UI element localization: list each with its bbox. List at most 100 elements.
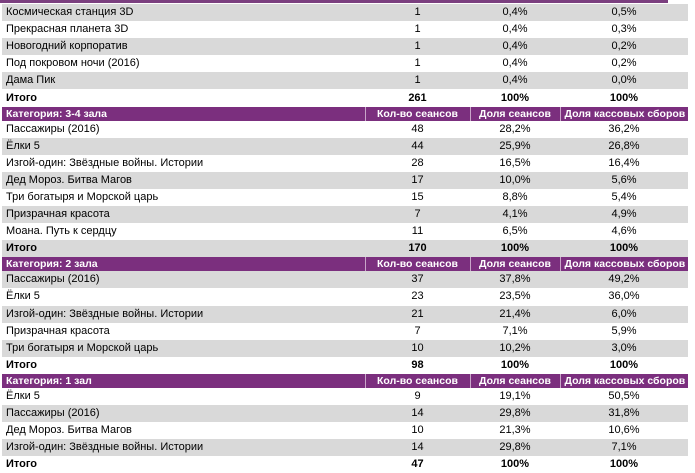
session-count: 10 xyxy=(411,424,424,437)
table-row: Дама Пик 1 0,4% 0,0% xyxy=(2,72,688,90)
total-count: 170 xyxy=(365,240,470,258)
total-share: 100% xyxy=(500,358,530,371)
box-office-share: 3,0% xyxy=(560,339,688,357)
film-name: Призрачная красота xyxy=(6,324,110,337)
film-name: Призрачная красота xyxy=(2,206,365,224)
session-share: 21,3% xyxy=(499,424,531,437)
film-name: Моана. Путь к сердцу xyxy=(6,225,117,238)
box-office-share: 0,3% xyxy=(611,23,637,36)
session-share: 16,5% xyxy=(499,156,531,169)
box-office-share: 5,9% xyxy=(611,324,637,337)
box-office-share: 7,1% xyxy=(560,439,688,457)
session-share: 10,2% xyxy=(470,339,560,357)
film-name: Три богатыря и Морской царь xyxy=(6,190,159,203)
film-name: Дед Мороз. Битва Магов xyxy=(6,424,132,437)
col-header-share: Доля сеансов xyxy=(469,373,560,388)
table-row: Ёлки 5 23 23,5% 36,0% xyxy=(2,288,688,305)
session-share: 0,4% xyxy=(470,72,560,90)
film-name: Ёлки 5 xyxy=(6,389,40,402)
box-office-share: 5,6% xyxy=(560,171,688,189)
box-office-share: 0,5% xyxy=(560,4,688,22)
total-box-office: 100% xyxy=(609,458,639,471)
col-header-box-office: Доля кассовых сборов xyxy=(559,373,688,388)
session-count: 1 xyxy=(414,23,421,36)
film-name: Ёлки 5 xyxy=(2,137,365,155)
session-count: 7 xyxy=(414,324,421,337)
session-count: 44 xyxy=(365,137,470,155)
session-count: 1 xyxy=(365,72,470,90)
session-share: 0,4% xyxy=(470,4,560,22)
category-header: Категория: 1 зал Кол-во сеансов Доля сеа… xyxy=(2,373,688,388)
table-row: Пассажиры (2016) 14 29,8% 31,8% xyxy=(2,404,688,423)
film-name: Изгой-один: Звёздные войны. Истории xyxy=(2,305,365,323)
total-count: 98 xyxy=(411,358,424,371)
session-share: 21,4% xyxy=(470,305,560,323)
category-header: Категория: 2 зала Кол-во сеансов Доля се… xyxy=(2,257,688,272)
total-label: Итого xyxy=(6,91,38,104)
box-office-share: 0,2% xyxy=(611,57,637,70)
box-office-share: 16,4% xyxy=(608,156,640,169)
total-label: Итого xyxy=(6,458,38,471)
box-office-share: 0,2% xyxy=(560,38,688,56)
session-count: 48 xyxy=(411,122,424,135)
session-count: 17 xyxy=(365,171,470,189)
table-row: Под покровом ночи (2016) 1 0,4% 0,2% xyxy=(2,55,688,72)
box-office-share: 26,8% xyxy=(560,137,688,155)
session-share: 7,1% xyxy=(502,324,528,337)
session-count: 23 xyxy=(411,290,424,303)
box-office-share: 4,6% xyxy=(611,225,637,238)
col-header-share: Доля сеансов xyxy=(469,106,560,121)
total-row: Итого 47 100% 100% xyxy=(2,456,688,473)
film-name: Новогодний корпоратив xyxy=(2,38,365,56)
total-label: Итого xyxy=(6,358,38,371)
col-header-box-office: Доля кассовых сборов xyxy=(559,257,688,272)
film-name: Пассажиры (2016) xyxy=(2,271,365,289)
box-office-share: 6,0% xyxy=(560,305,688,323)
total-count: 47 xyxy=(411,458,424,471)
session-share: 37,8% xyxy=(470,271,560,289)
session-count: 10 xyxy=(365,339,470,357)
session-count: 37 xyxy=(365,271,470,289)
category-title: Категория: 1 зал xyxy=(2,373,365,388)
table-row: Пассажиры (2016) 48 28,2% 36,2% xyxy=(2,121,688,138)
table-row: Дед Мороз. Битва Магов 10 21,3% 10,6% xyxy=(2,422,688,439)
box-office-share: 31,8% xyxy=(560,404,688,423)
col-header-box-office: Доля кассовых сборов xyxy=(559,106,688,121)
top-border-line xyxy=(0,0,668,3)
session-count: 14 xyxy=(365,439,470,457)
session-count: 28 xyxy=(411,156,424,169)
category-title: Категория: 2 зала xyxy=(2,257,365,272)
film-name: Три богатыря и Морской царь xyxy=(2,339,365,357)
col-header-count: Кол-во сеансов xyxy=(364,106,470,121)
session-share: 29,8% xyxy=(470,404,560,423)
table-row: Изгой-один: Звёздные войны. Истории 14 2… xyxy=(2,439,688,457)
session-count: 1 xyxy=(414,57,421,70)
film-name: Изгой-один: Звёздные войны. Истории xyxy=(2,439,365,457)
film-name: Пассажиры (2016) xyxy=(2,404,365,423)
total-share: 100% xyxy=(500,458,530,471)
session-count: 1 xyxy=(365,38,470,56)
film-name: Пассажиры (2016) xyxy=(6,122,100,135)
box-office-share: 49,2% xyxy=(560,271,688,289)
table-row: Призрачная красота 7 7,1% 5,9% xyxy=(2,323,688,340)
col-header-count: Кол-во сеансов xyxy=(364,373,470,388)
film-name: Под покровом ночи (2016) xyxy=(6,57,140,70)
session-share: 19,1% xyxy=(499,389,531,402)
session-share: 23,5% xyxy=(499,290,531,303)
total-box-office: 100% xyxy=(560,240,688,258)
film-name: Дед Мороз. Битва Магов xyxy=(2,171,365,189)
total-share: 100% xyxy=(470,240,560,258)
box-office-share: 0,0% xyxy=(560,72,688,90)
category-header: Категория: 3-4 зала Кол-во сеансов Доля … xyxy=(2,106,688,121)
table-row: Новогодний корпоратив 1 0,4% 0,2% xyxy=(2,38,688,56)
session-count: 15 xyxy=(411,190,424,203)
category-title: Категория: 3-4 зала xyxy=(2,106,365,121)
table-row: Изгой-один: Звёздные войны. Истории 21 2… xyxy=(2,305,688,323)
table-row: Дед Мороз. Битва Магов 17 10,0% 5,6% xyxy=(2,171,688,189)
session-share: 10,0% xyxy=(470,171,560,189)
table-row: Три богатыря и Морской царь 15 8,8% 5,4% xyxy=(2,189,688,206)
total-label: Итого xyxy=(2,240,365,258)
session-count: 11 xyxy=(411,225,424,238)
box-office-share: 50,5% xyxy=(608,389,640,402)
session-share: 25,9% xyxy=(470,137,560,155)
